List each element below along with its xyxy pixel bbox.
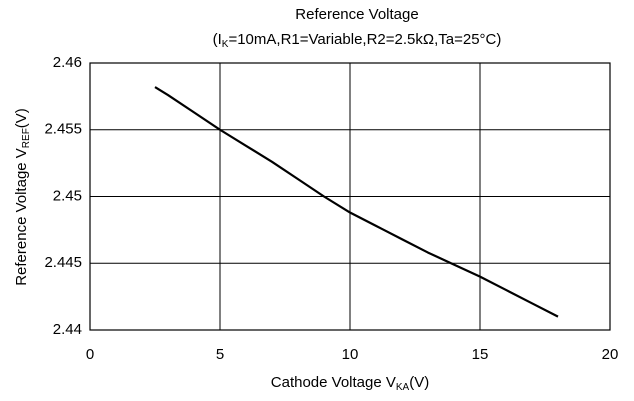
x-tick-label: 10 <box>342 346 359 363</box>
subtitle-subscript: K <box>222 39 229 50</box>
y-label-part: (V) <box>13 108 30 128</box>
x-tick-label: 20 <box>602 346 619 363</box>
y-label-part: Reference Voltage V <box>13 148 30 286</box>
x-tick-label: 5 <box>216 346 224 363</box>
y-tick-label: 2.45 <box>53 187 82 204</box>
x-axis-label: Cathode Voltage VKA(V) <box>271 374 429 393</box>
y-label-subscript: REF <box>21 128 32 148</box>
subtitle-part: =10mA,R1=Variable,R2=2.5kΩ,Ta=25°C) <box>228 31 501 48</box>
data-line <box>154 86 559 318</box>
x-label-part: (V) <box>409 374 429 391</box>
y-tick-label: 2.445 <box>44 254 82 271</box>
x-tick-label: 0 <box>86 346 94 363</box>
y-axis-label: Reference Voltage VREF(V) <box>13 108 32 286</box>
y-tick-label: 2.46 <box>53 54 82 71</box>
y-tick-label: 2.44 <box>53 321 82 338</box>
x-label-subscript: KA <box>396 382 410 393</box>
x-tick-label: 15 <box>472 346 489 363</box>
chart-subtitle: (IK=10mA,R1=Variable,R2=2.5kΩ,Ta=25°C) <box>213 31 502 50</box>
chart-title: Reference Voltage <box>295 6 418 23</box>
y-tick-label: 2.455 <box>44 121 82 138</box>
x-label-part: Cathode Voltage V <box>271 374 396 391</box>
subtitle-part: (I <box>213 31 222 48</box>
